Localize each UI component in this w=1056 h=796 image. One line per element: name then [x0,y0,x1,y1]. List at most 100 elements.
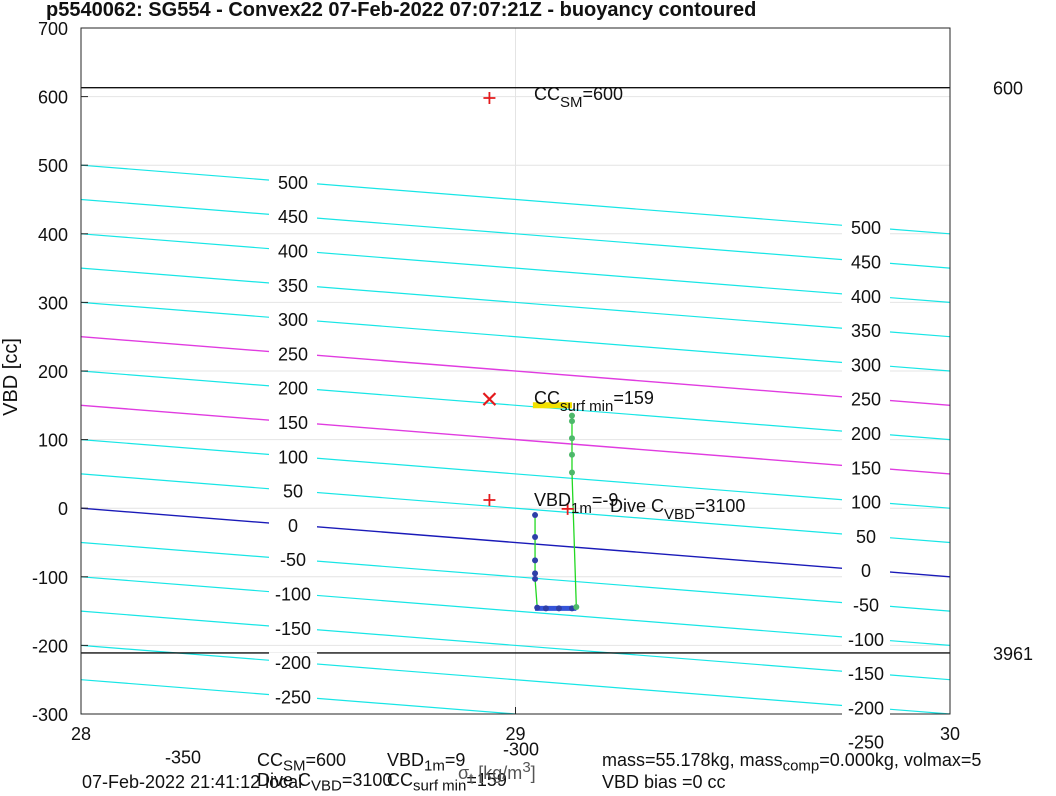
contour-label-bg [842,320,890,341]
marker-plus [483,493,496,506]
series-point [555,605,562,612]
contour-label: -150 [848,664,884,684]
annotation-vbd-1m: VBD1m=-9 [534,490,618,517]
contour-label: 450 [278,207,308,227]
contour-label-bg [842,217,890,238]
series-point [568,469,575,476]
contour-label: -50 [853,595,879,615]
contour-line [81,301,950,372]
limit-label: 3961 [993,644,1033,664]
data-series [482,91,580,612]
chart-title: p5540062: SG554 - Convex22 07-Feb-2022 0… [46,0,756,21]
contour-label-bg [269,377,317,398]
contour-label: -100 [275,585,311,605]
series-point [568,435,575,442]
contour-label-bg [842,697,890,718]
contour-label-bg [842,285,890,306]
footer-vbd-bias: VBD bias =0 cc [602,772,726,792]
contour-label: -250 [275,687,311,707]
contour-label-bg [842,457,890,478]
x-tick-label: 28 [71,724,91,744]
contour-line [81,233,950,303]
contour-label-bg [269,652,317,673]
series-point [532,557,539,564]
series-point [532,575,539,582]
y-tick-label: -300 [32,705,68,725]
footer-cc-surf: CCsurf min=159 [387,770,507,795]
contour-label-bg [269,171,317,192]
contour-label-bg [269,274,317,295]
y-tick-label: 300 [38,293,68,313]
contour-label-bg [269,309,317,330]
y-tick-label: 500 [38,156,68,176]
contour-label-bg [269,412,317,433]
y-tick-label: 400 [38,225,68,245]
contour-line [81,164,950,235]
contour-label-bg [269,206,317,227]
footer-mass: mass=55.178kg, masscomp=0.000kg, volmax=… [602,750,982,775]
contour-label-bg [842,491,890,512]
contour-label: 0 [861,561,871,581]
contour-label: 150 [278,413,308,433]
contour-line [81,644,950,714]
contour-label: -200 [275,653,311,673]
contour-label-bg [269,617,317,638]
contour-label: 400 [278,242,308,262]
buoyancy-contours [81,164,950,714]
series-point [542,605,549,612]
footer-sigma-label: σt [kg/m3] [458,759,536,788]
contour-label-bg [842,731,890,752]
contour-label: 100 [851,493,881,513]
contour-label: 350 [851,321,881,341]
y-tick-label: -100 [32,568,68,588]
contour-label-bg [842,251,890,272]
contour-label: 450 [851,252,881,272]
series-point [532,512,539,519]
contour-labels: -350 -250 -200 -150 -100 -50 0 50 100 150 200 250 30… [159,171,890,767]
series-point [568,451,575,458]
series-point [532,570,539,577]
contour-label-bg [842,422,890,443]
limit-label: 600 [993,79,1023,99]
contour-label-bg [842,354,890,375]
y-tick-label: 700 [38,19,68,39]
x-tick-label: 30 [940,724,960,744]
contour-label-bg [269,583,317,604]
contour-label-bg [842,388,890,409]
contour-label: 50 [283,482,303,502]
contour-label: 0 [288,516,298,536]
contour-label: 500 [278,173,308,193]
contour-label-bg [269,549,317,570]
contour-label-bg [269,343,317,364]
contour-label: -100 [848,630,884,650]
contour-label: 350 [278,276,308,296]
contour-label: 300 [278,310,308,330]
contour-label: -300 [503,740,539,760]
contour-label-bg [497,738,545,759]
series-point [573,603,580,610]
y-tick-label: -200 [32,636,68,656]
contour-label: -350 [165,747,201,767]
contour-label: 250 [278,344,308,364]
contour-label: -200 [848,698,884,718]
contour-line [81,473,950,544]
y-tick-label: 200 [38,362,68,382]
contour-label: -150 [275,619,311,639]
contour-line [81,610,950,681]
contour-label: 50 [856,527,876,547]
marker-plus [483,91,496,104]
contour-label-bg [269,686,317,707]
contour-label-bg [842,560,890,581]
contour-line [81,541,950,612]
annotation-cc-surf-min: CCsurf min=159 [534,388,654,415]
contour-line [81,576,950,646]
x-tick-label: 29 [505,724,525,744]
contour-label-bg [842,525,890,546]
footer-vbd-1m: VBD1m=9 [387,750,466,775]
contour-line [81,370,950,441]
y-tick-label: 0 [58,499,68,519]
marker-x [482,392,497,406]
